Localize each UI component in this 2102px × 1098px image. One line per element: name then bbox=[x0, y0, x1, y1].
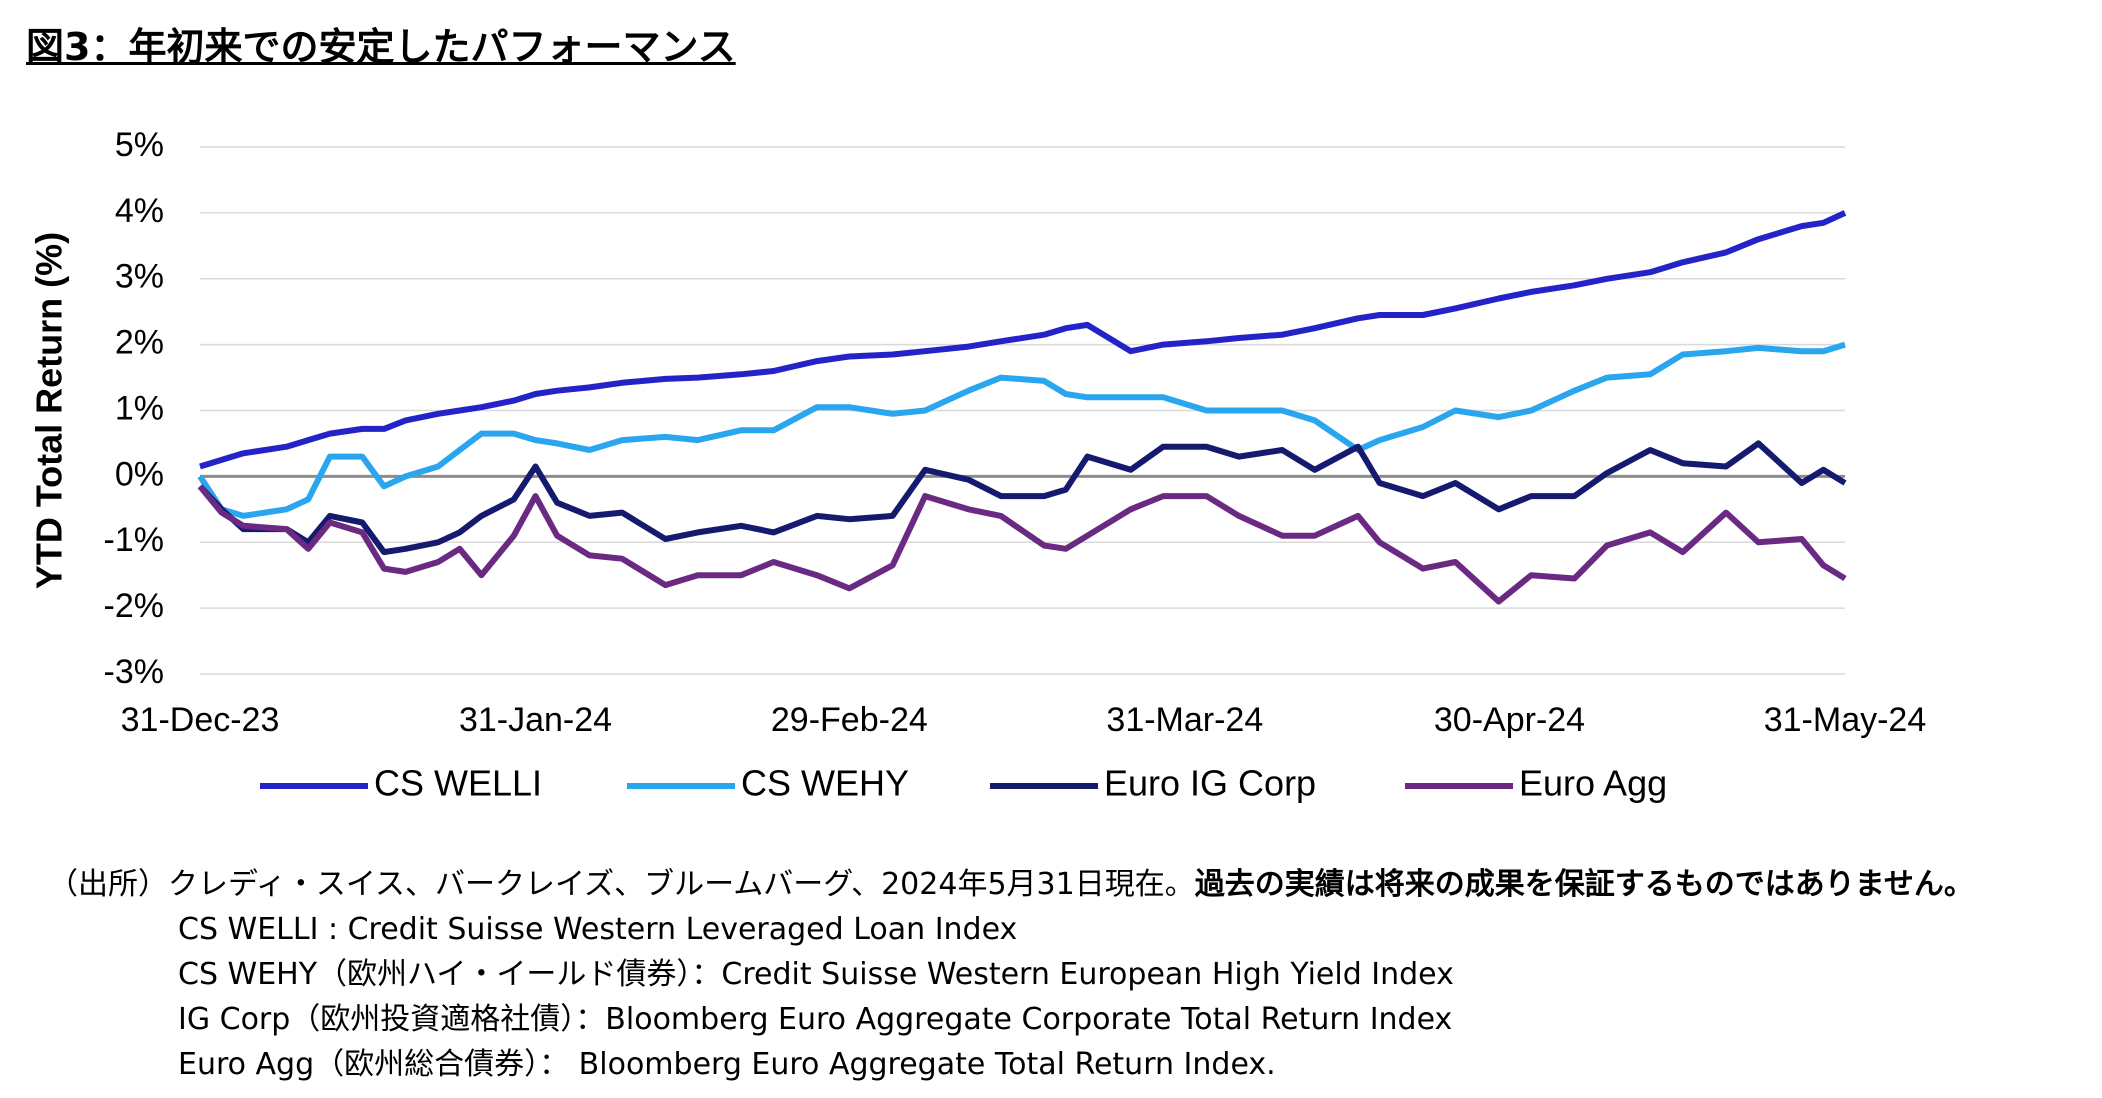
y-tick-label: -3% bbox=[104, 653, 164, 691]
y-tick-label: -1% bbox=[104, 521, 164, 559]
y-tick-label: 1% bbox=[115, 389, 164, 427]
footnote: CS WEHY（欧州ハイ・イールド債券）：Credit Suisse Weste… bbox=[178, 957, 1454, 992]
y-tick-label: 3% bbox=[115, 258, 164, 296]
series-line bbox=[197, 440, 1847, 556]
disclaimer: 過去の実績は将来の成果を保証するものではありません。 bbox=[1194, 867, 1974, 902]
series-line bbox=[199, 210, 1847, 470]
y-tick-label: 4% bbox=[115, 192, 164, 230]
footnote: IG Corp（欧州投資適格社債）：Bloomberg Euro Aggrega… bbox=[178, 1002, 1453, 1037]
legend-label: CS WELLI bbox=[374, 763, 542, 804]
legend-label: Euro IG Corp bbox=[1104, 763, 1316, 804]
y-tick-label: -2% bbox=[104, 587, 164, 625]
x-tick-label: 30-Apr-24 bbox=[1434, 701, 1585, 739]
x-tick-label: 31-Jan-24 bbox=[459, 701, 612, 739]
legend-label: CS WEHY bbox=[741, 763, 909, 804]
chart: 5% 4% 3% 2% 1% 0% -1% -2% -3% 31-Dec-23 31-Jan-24 2… bbox=[29, 126, 1927, 804]
y-tick-label: 2% bbox=[115, 324, 164, 362]
x-tick-label: 31-Mar-24 bbox=[1106, 701, 1263, 739]
footnotes: （出所）クレディ・スイス、バークレイズ、ブルームバーグ、2024年5月31日現在… bbox=[48, 862, 1974, 1087]
series-line bbox=[197, 484, 1847, 605]
chart-title: 図3：年初来での安定したパフォーマンス bbox=[26, 25, 736, 69]
y-tick-label: 5% bbox=[115, 126, 164, 164]
source-line: （出所）クレディ・スイス、バークレイズ、ブルームバーグ、2024年5月31日現在… bbox=[48, 862, 1974, 907]
footnote: CS WELLI : Credit Suisse Western Leverag… bbox=[178, 912, 1018, 947]
x-tick-label: 29-Feb-24 bbox=[771, 701, 928, 739]
y-tick-label: 0% bbox=[115, 455, 164, 493]
y-axis-label: YTD Total Return (%) bbox=[29, 232, 70, 589]
legend-label: Euro Agg bbox=[1519, 763, 1667, 804]
x-tick-label: 31-May-24 bbox=[1764, 701, 1927, 739]
series-line bbox=[197, 341, 1846, 519]
source: （出所）クレディ・スイス、バークレイズ、ブルームバーグ、2024年5月31日現在… bbox=[48, 867, 1195, 902]
x-tick-label: 31-Dec-23 bbox=[121, 701, 280, 739]
footnote: Euro Agg（欧州総合債券）： Bloomberg Euro Aggrega… bbox=[178, 1047, 1276, 1082]
